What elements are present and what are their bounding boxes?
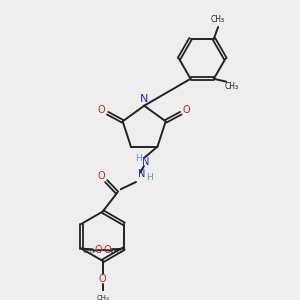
Text: CH₃: CH₃ xyxy=(96,295,109,300)
Text: O: O xyxy=(183,105,190,115)
Text: H: H xyxy=(147,173,153,182)
Text: O: O xyxy=(103,245,111,255)
Text: N: N xyxy=(142,157,149,167)
Text: H: H xyxy=(135,154,141,163)
Text: O: O xyxy=(98,171,106,181)
Text: CH₃: CH₃ xyxy=(211,15,225,24)
Text: O: O xyxy=(94,245,102,255)
Text: CH₃: CH₃ xyxy=(110,248,122,254)
Text: CH₃: CH₃ xyxy=(224,82,238,91)
Text: CH₃: CH₃ xyxy=(83,248,96,254)
Text: O: O xyxy=(98,105,106,115)
Text: N: N xyxy=(138,169,146,179)
Text: N: N xyxy=(140,94,148,104)
Text: O: O xyxy=(99,274,106,284)
